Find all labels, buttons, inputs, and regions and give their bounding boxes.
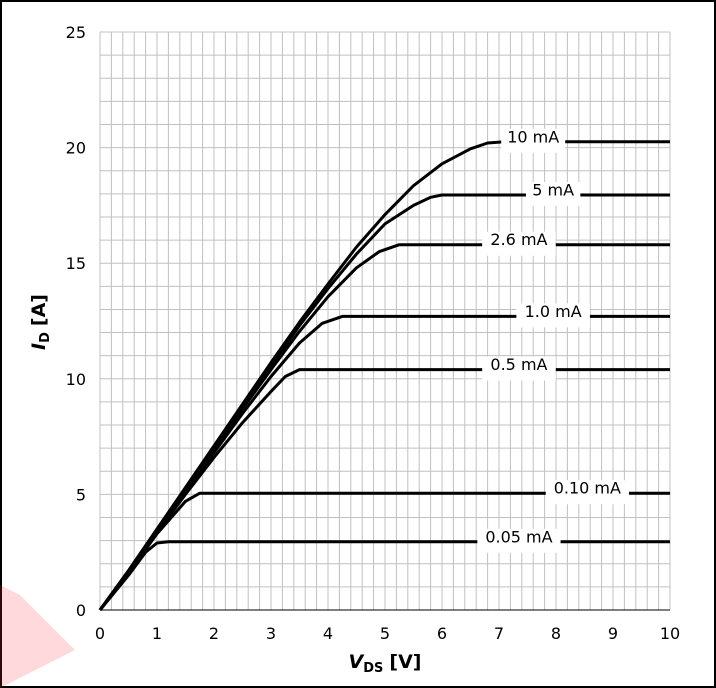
x-tick-label: 4 — [323, 624, 333, 643]
series-label-background — [501, 128, 566, 153]
y-axis-unit: [A] — [28, 294, 50, 326]
y-axis-label: ID [A] — [28, 294, 53, 350]
y-tick-label: 5 — [76, 485, 86, 504]
y-axis-subscript: D — [38, 332, 53, 343]
y-tick-label: 15 — [66, 254, 86, 273]
y-tick-label: 20 — [66, 139, 86, 158]
series-label: 10 mA — [507, 127, 559, 146]
series-label: 2.6 mA — [490, 230, 547, 249]
series-label: 5 mA — [532, 180, 574, 199]
y-tick-label: 25 — [66, 23, 86, 42]
x-axis-subscript: DS — [363, 661, 383, 676]
y-tick-label: 10 — [66, 370, 86, 389]
series-label: 0.5 mA — [490, 355, 547, 374]
series-label: 1.0 mA — [525, 302, 582, 321]
x-axis-symbol: V — [349, 651, 365, 673]
x-tick-label: 9 — [608, 624, 618, 643]
x-tick-label: 7 — [494, 624, 504, 643]
x-tick-label: 2 — [209, 624, 219, 643]
x-tick-label: 3 — [266, 624, 276, 643]
x-axis-unit: [V] — [389, 651, 421, 673]
y-tick-labels: 0 5 10 15 20 25 — [66, 23, 86, 620]
series-label: 0.10 mA — [554, 479, 621, 498]
x-tick-label: 5 — [380, 624, 390, 643]
x-axis-label: VDS [V] — [349, 651, 422, 676]
series-label-background — [477, 528, 561, 553]
decorative-corner-mark — [0, 585, 75, 688]
series-label-background — [482, 356, 556, 381]
series-label-background — [545, 480, 629, 505]
grid — [99, 31, 671, 611]
series-label-background — [482, 231, 556, 256]
x-tick-labels: 0 1 2 3 4 5 6 7 8 9 10 — [95, 624, 680, 643]
y-axis-symbol: I — [28, 343, 50, 350]
series-label-background — [525, 181, 581, 206]
series-label-background — [516, 303, 590, 328]
series-lines — [98, 140, 670, 611]
x-tick-label: 10 — [660, 624, 680, 643]
series-label: 0.05 mA — [485, 527, 552, 546]
x-tick-label: 0 — [95, 624, 105, 643]
y-tick-label: 0 — [76, 601, 86, 620]
x-tick-label: 1 — [152, 624, 162, 643]
series-labels: 0.05 mA 0.10 mA 0.5 mA 1.0 mA 2.6 mA 5 mA 10 m… — [477, 127, 629, 553]
x-tick-label: 8 — [551, 624, 561, 643]
series-line — [98, 140, 670, 611]
x-tick-label: 6 — [437, 624, 447, 643]
